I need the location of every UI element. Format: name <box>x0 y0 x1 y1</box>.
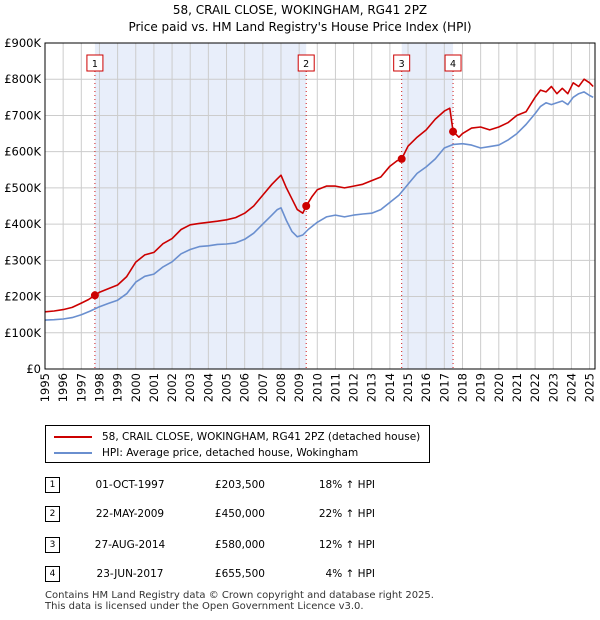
x-tick-label: 1995 <box>38 373 52 402</box>
legend-label-property: 58, CRAIL CLOSE, WOKINGHAM, RG41 2PZ (de… <box>102 431 421 443</box>
chart-subtitle: Price paid vs. HM Land Registry's House … <box>128 20 471 34</box>
sale-number-box <box>297 54 315 72</box>
x-tick-label: 2022 <box>528 373 542 402</box>
x-tick-label: 2001 <box>147 373 161 402</box>
sale-number-label: 2 <box>303 59 309 70</box>
x-tick-label: 1996 <box>56 373 70 402</box>
x-tick-label: 2023 <box>546 373 560 402</box>
sale-number-label: 3 <box>399 59 405 70</box>
x-tick-label: 2010 <box>310 373 324 402</box>
sale-point <box>90 291 99 300</box>
legend-item-hpi: HPI: Average price, detached house, Woki… <box>54 445 358 461</box>
x-tick-label: 2007 <box>256 373 270 402</box>
table-row: 4 23-JUN-2017 £655,500 4% ↑ HPI <box>45 566 405 584</box>
sale-number-label: 4 <box>450 59 456 70</box>
legend: 58, CRAIL CLOSE, WOKINGHAM, RG41 2PZ (de… <box>45 425 430 463</box>
sale-date: 23-JUN-2017 <box>96 568 164 580</box>
x-tick-label: 2021 <box>510 373 524 402</box>
x-tick-label: 2006 <box>238 373 252 402</box>
table-row: 3 27-AUG-2014 £580,000 12% ↑ HPI <box>45 537 405 555</box>
x-tick-label: 2017 <box>437 373 451 402</box>
x-tick-label: 2019 <box>474 373 488 402</box>
sale-hpi-change: 18% ↑ HPI <box>318 479 375 491</box>
x-tick-label: 2020 <box>492 373 506 402</box>
y-tick-label: £700K <box>4 108 41 122</box>
x-tick-label: 2014 <box>383 373 397 402</box>
x-tick-label: 2016 <box>419 373 433 402</box>
ownership-shading-1 <box>94 43 307 369</box>
x-tick-label: 2000 <box>129 373 143 402</box>
legend-item-property: 58, CRAIL CLOSE, WOKINGHAM, RG41 2PZ (de… <box>54 429 420 445</box>
sale-number-box <box>393 54 411 72</box>
sale-marker-badge: 3 <box>45 537 60 553</box>
sale-point <box>302 202 311 210</box>
sale-point <box>449 127 458 136</box>
x-tick-label: 1997 <box>74 373 88 402</box>
x-tick-label: 2002 <box>165 373 179 402</box>
legend-label-hpi: HPI: Average price, detached house, Woki… <box>102 447 359 459</box>
table-row: 2 22-MAY-2009 £450,000 22% ↑ HPI <box>45 506 405 524</box>
legend-line-property <box>54 436 92 438</box>
sale-price: £580,000 <box>214 539 265 551</box>
plot-border <box>44 42 596 370</box>
x-tick-label: 2015 <box>401 373 415 402</box>
table-row: 1 01-OCT-1997 £203,500 18% ↑ HPI <box>45 477 405 495</box>
sale-marker-badge: 1 <box>45 477 60 493</box>
legend-line-hpi <box>54 452 92 454</box>
x-tick-label: 2012 <box>347 373 361 402</box>
sale-hpi-change: 4% ↑ HPI <box>325 568 375 580</box>
sale-marker-badge: 4 <box>45 566 60 582</box>
ownership-shading-2 <box>401 43 454 369</box>
y-tick-label: £900K <box>4 36 41 50</box>
x-tick-label: 2003 <box>183 373 197 402</box>
x-tick-label: 1998 <box>92 373 106 402</box>
y-tick-label: £800K <box>4 72 41 86</box>
y-tick-label: £400K <box>4 217 41 231</box>
sale-hpi-change: 12% ↑ HPI <box>318 539 375 551</box>
y-tick-label: £600K <box>4 145 41 159</box>
x-tick-label: 2025 <box>583 373 597 402</box>
footer-attribution: Contains HM Land Registry data © Crown c… <box>45 590 434 612</box>
x-tick-label: 2009 <box>292 373 306 402</box>
y-tick-label: £300K <box>4 253 41 267</box>
x-tick-label: 1999 <box>111 373 125 402</box>
hpi-line <box>44 91 594 321</box>
sale-number-box <box>86 54 104 72</box>
x-tick-label: 2018 <box>456 373 470 402</box>
x-tick-label: 2011 <box>328 373 342 402</box>
sale-price: £655,500 <box>214 568 265 580</box>
y-tick-label: £200K <box>4 290 41 304</box>
sale-price: £450,000 <box>214 508 265 520</box>
y-tick-label: £0 <box>26 362 41 376</box>
sale-date: 01-OCT-1997 <box>95 479 165 491</box>
x-tick-label: 2004 <box>201 373 215 402</box>
sale-hpi-change: 22% ↑ HPI <box>318 508 375 520</box>
sale-number-box <box>444 54 462 72</box>
sale-number-label: 1 <box>92 59 98 70</box>
y-tick-label: £500K <box>4 181 41 195</box>
footer-copyright: Contains HM Land Registry data © Crown c… <box>45 590 434 601</box>
x-tick-label: 2005 <box>220 373 234 402</box>
x-tick-label: 2008 <box>274 373 288 402</box>
sale-marker-badge: 2 <box>45 506 60 522</box>
footer-license: This data is licensed under the Open Gov… <box>45 601 364 612</box>
chart-title: 58, CRAIL CLOSE, WOKINGHAM, RG41 2PZ <box>173 3 427 17</box>
y-tick-label: £100K <box>4 326 41 340</box>
sale-point <box>397 154 406 163</box>
price-chart: 58, CRAIL CLOSE, WOKINGHAM, RG41 2PZ Pri… <box>4 3 597 402</box>
x-tick-label: 2024 <box>564 373 578 402</box>
x-tick-label: 2013 <box>365 373 379 402</box>
sale-price: £203,500 <box>214 479 265 491</box>
sale-date: 22-MAY-2009 <box>95 508 165 520</box>
sale-date: 27-AUG-2014 <box>94 539 166 551</box>
property-price-line <box>44 78 594 313</box>
